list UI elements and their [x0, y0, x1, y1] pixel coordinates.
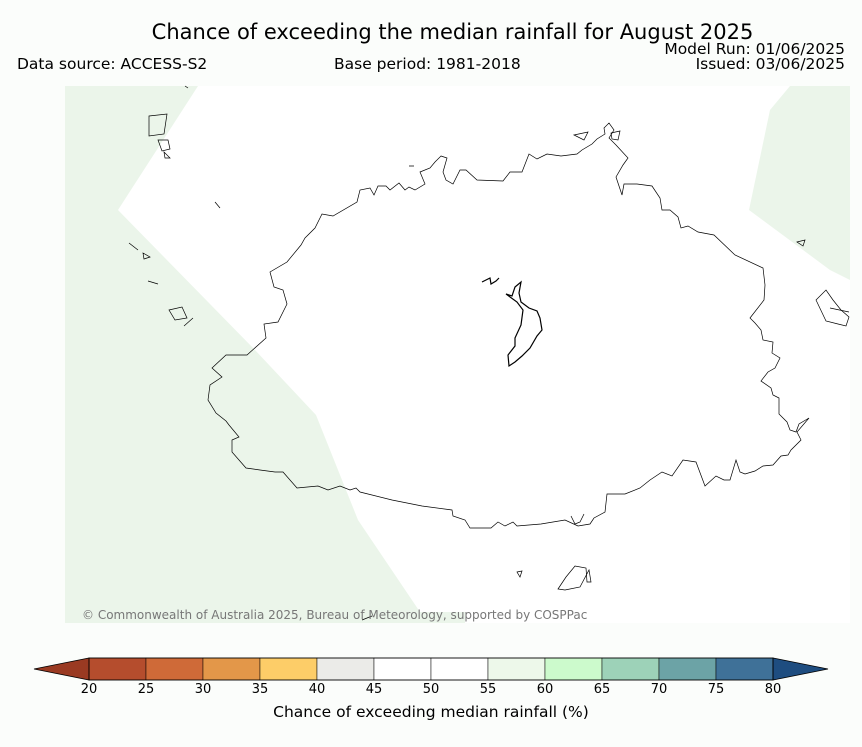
colorbar-under-arrow: [33, 657, 90, 681]
map-title: Chance of exceeding the median rainfall …: [151, 20, 754, 44]
colorbar-cell-30: [202, 657, 261, 681]
colorbar-tick-label: 50: [422, 682, 440, 697]
probability-region-west: [65, 86, 420, 612]
model-run-label: Model Run: 01/06/2025: [664, 40, 845, 58]
colorbar-cell-65: [601, 657, 660, 681]
colorbar-tick-label: 75: [707, 682, 725, 697]
colorbar-tick-label: 45: [365, 682, 383, 697]
colorbar-cell-35: [259, 657, 318, 681]
colorbar-cell-40: [316, 657, 375, 681]
colorbar-cell-55: [487, 657, 546, 681]
colorbar-tick-label: 60: [536, 682, 554, 697]
colorbar-cell-25: [145, 657, 204, 681]
colorbar-cell-70: [658, 657, 717, 681]
colorbar-tick-label: 55: [479, 682, 497, 697]
colorbar-tick-label: 65: [593, 682, 611, 697]
colorbar-cell-60: [544, 657, 603, 681]
colorbar-tick-label: 70: [650, 682, 668, 697]
colorbar-tick-label: 30: [194, 682, 212, 697]
colorbar-cell-50: [430, 657, 489, 681]
colorbar-cell-75: [715, 657, 774, 681]
data-source-label: Data source: ACCESS-S2: [17, 55, 208, 73]
base-period-label: Base period: 1981-2018: [334, 55, 521, 73]
map-area-lower: [65, 612, 465, 623]
colorbar-frame: [88, 657, 774, 681]
main-island-coastline: [207, 122, 810, 529]
colorbar: [33, 657, 829, 681]
small-islands: [128, 85, 850, 621]
issued-label: Issued: 03/06/2025: [695, 55, 845, 73]
colorbar-label: Chance of exceeding median rainfall (%): [273, 703, 589, 721]
colorbar-tick-label: 80: [764, 682, 782, 697]
rainfall-map: [65, 85, 850, 623]
colorbar-tick-label: 20: [80, 682, 98, 697]
colorbar-tick-label: 25: [137, 682, 155, 697]
colorbar-cell-20: [88, 657, 147, 681]
lake-outline: [481, 277, 543, 368]
colorbar-cell-45: [373, 657, 432, 681]
colorbar-over-arrow: [772, 657, 829, 681]
colorbar-tick-label: 35: [251, 682, 269, 697]
colorbar-tick-label: 40: [308, 682, 326, 697]
copyright-notice: © Commonwealth of Australia 2025, Bureau…: [82, 608, 588, 622]
probability-region-northeast: [749, 86, 850, 280]
